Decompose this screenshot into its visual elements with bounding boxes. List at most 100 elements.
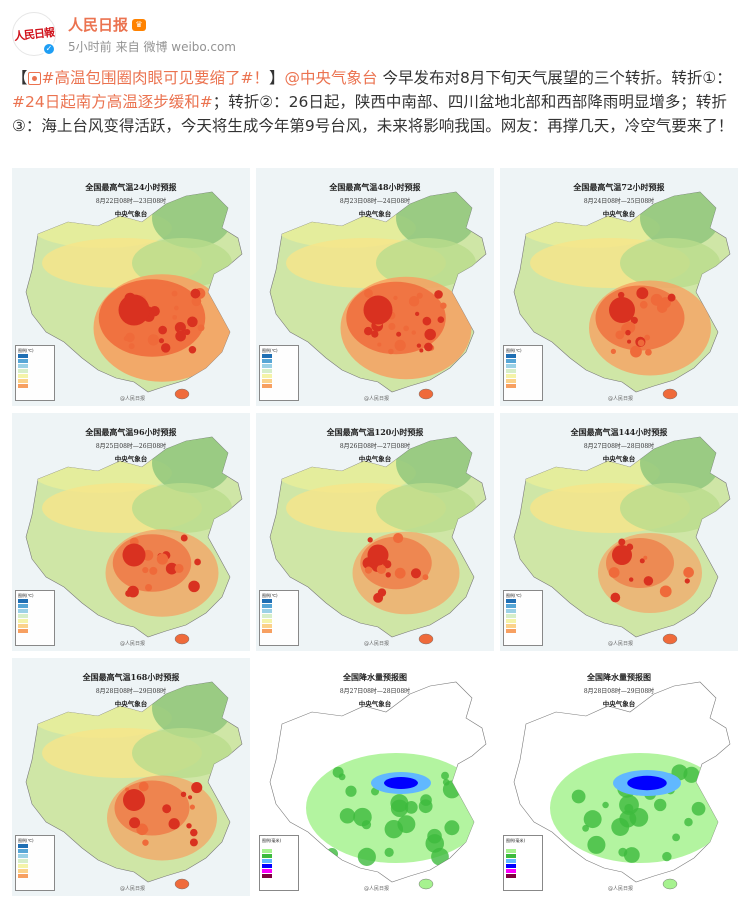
legend-swatch: [506, 864, 540, 868]
legend-swatch: [506, 369, 540, 373]
legend-swatch: [262, 864, 296, 868]
legend-swatch: [18, 379, 52, 383]
post-text-part-2: ；转折②：26日起，陕西中南部、四川盆地北部和西部降雨明显增多；转折③：海上台风…: [12, 93, 734, 135]
legend-title: 图例(℃): [18, 348, 34, 353]
legend-swatch: [262, 599, 296, 603]
legend-title: 图例(℃): [18, 593, 34, 598]
bracket-open: 【: [12, 69, 28, 87]
map-graphic: [500, 413, 738, 651]
map-agency: 中央气象台: [358, 700, 392, 708]
legend-swatch: [18, 624, 52, 628]
map-agency: 中央气象台: [602, 455, 636, 463]
legend-swatch: [506, 869, 540, 873]
legend-swatch: [506, 854, 540, 858]
legend-swatch: [506, 374, 540, 378]
watermark: @人民日报: [364, 641, 390, 647]
legend-swatch: [18, 369, 52, 373]
forecast-map-image-3[interactable]: 全国最高气温72小时预报 8月24日08时—25日08时 中央气象台 图例(℃) @人民…: [500, 168, 738, 406]
forecast-map-image-9[interactable]: 全国降水量预报图 8月28日08时—29日08时 中央气象台 图例(毫米) @人民日报: [500, 658, 738, 896]
legend-swatch: [506, 599, 540, 603]
legend-swatch: [18, 859, 52, 863]
map-date-range: 8月23日08时—24日08时: [339, 198, 411, 205]
legend-swatch: [262, 384, 296, 388]
legend-swatch: [262, 359, 296, 363]
map-graphic: [12, 658, 250, 896]
topic-link[interactable]: #高温包围圈肉眼可见要缩了#！: [27, 69, 269, 87]
legend-swatch: [262, 609, 296, 613]
legend-swatch: [18, 874, 52, 878]
post-source: 来自 微博 weibo.com: [115, 40, 236, 54]
legend-swatch: [506, 379, 540, 383]
forecast-map-image-5[interactable]: 全国最高气温120小时预报 8月26日08时—27日08时 中央气象台图例(℃) @人…: [256, 413, 494, 651]
map-date-range: 8月27日08时—28日08时: [339, 688, 411, 695]
map-date-range: 8月27日08时—28日08时: [583, 443, 655, 450]
watermark: @人民日报: [120, 396, 146, 402]
post-meta: 5小时前 来自 微博 weibo.com: [68, 38, 236, 55]
legend-title: 图例(毫米): [262, 838, 282, 843]
forecast-map-image-7[interactable]: 全国最高气温168小时预报 8月28日08时—29日08时 中央气象台 图例(℃) @人…: [12, 658, 250, 896]
legend-title: 图例(℃): [506, 348, 522, 353]
map-legend: 图例(℃): [503, 590, 543, 646]
legend-swatch: [506, 859, 540, 863]
legend-swatch: [262, 874, 296, 878]
map-date-range: 8月26日08时—27日08时: [339, 443, 411, 450]
map-title: 全国降水量预报图: [587, 672, 651, 682]
forecast-map-image-2[interactable]: 全国最高气温48小时预报 8月23日08时—24日08时 中央气象台图例(℃) @人民…: [256, 168, 494, 406]
map-legend: 图例(℃): [259, 345, 299, 401]
legend-swatch: [18, 364, 52, 368]
legend-swatch: [18, 604, 52, 608]
legend-title: 图例(℃): [262, 348, 278, 353]
legend-swatch: [506, 874, 540, 878]
topic-link-2[interactable]: #24日起南方高温逐步缓和#: [12, 93, 213, 111]
topic-text: #高温包围圈肉眼可见要缩了#！: [41, 69, 269, 87]
legend-swatch: [506, 364, 540, 368]
legend-swatch: [506, 384, 540, 388]
legend-swatch: [18, 374, 52, 378]
map-legend: 图例(℃): [259, 590, 299, 646]
user-name[interactable]: 人民日报: [68, 16, 129, 34]
legend-title: 图例(℃): [262, 593, 278, 598]
legend-swatch: [18, 354, 52, 358]
legend-swatch: [18, 359, 52, 363]
watermark: @人民日报: [608, 396, 634, 402]
map-agency: 中央气象台: [358, 210, 392, 218]
map-title: 全国最高气温48小时预报: [329, 182, 421, 192]
map-legend: 图例(毫米): [503, 835, 543, 891]
legend-swatch: [18, 384, 52, 388]
post-time[interactable]: 5小时前: [68, 40, 112, 54]
map-title: 全国降水量预报图: [343, 672, 407, 682]
forecast-map-image-1[interactable]: 全国最高气温24小时预报 8月22日08时—23日08时 中央气象台 图例(℃) @人民…: [12, 168, 250, 406]
map-legend: 图例(℃): [15, 835, 55, 891]
watermark: @人民日报: [120, 641, 146, 647]
map-legend: 图例(℃): [503, 345, 543, 401]
legend-title: 图例(毫米): [506, 838, 526, 843]
map-date-range: 8月22日08时—23日08时: [95, 198, 167, 205]
mention-link[interactable]: @中央气象台: [284, 69, 378, 87]
forecast-map-image-6[interactable]: 全国最高气温144小时预报 8月27日08时—28日08时 中央气象台 图例(℃) @人…: [500, 413, 738, 651]
map-legend: 图例(毫米): [259, 835, 299, 891]
legend-swatch: [18, 629, 52, 633]
legend-swatch: [262, 849, 296, 853]
map-title: 全国最高气温120小时预报: [326, 427, 424, 437]
legend-swatch: [262, 604, 296, 608]
legend-swatch: [506, 354, 540, 358]
avatar[interactable]: 人民日報: [12, 12, 56, 56]
map-agency: 中央气象台: [602, 700, 636, 708]
legend-swatch: [18, 844, 52, 848]
map-title: 全国最高气温72小时预报: [573, 182, 665, 192]
map-graphic: [500, 658, 738, 896]
map-agency: 中央气象台: [358, 455, 392, 463]
verified-icon: ✓: [42, 42, 56, 56]
forecast-map-image-8[interactable]: 全国降水量预报图 8月27日08时—28日08时 中央气象台 图例(毫米) @人民日报: [256, 658, 494, 896]
crown-icon[interactable]: ♛: [132, 18, 147, 31]
watermark: @人民日报: [364, 396, 390, 402]
map-date-range: 8月25日08时—26日08时: [95, 443, 167, 450]
map-graphic: [256, 658, 494, 896]
legend-swatch: [18, 864, 52, 868]
map-title: 全国最高气温96小时预报: [85, 427, 177, 437]
map-title: 全国最高气温144小时预报: [570, 427, 668, 437]
forecast-map-image-4[interactable]: 全国最高气温96小时预报 8月25日08时—26日08时 中央气象台 图例(℃) @人民…: [12, 413, 250, 651]
map-agency: 中央气象台: [114, 700, 148, 708]
map-title: 全国最高气温168小时预报: [82, 672, 180, 682]
legend-swatch: [506, 624, 540, 628]
